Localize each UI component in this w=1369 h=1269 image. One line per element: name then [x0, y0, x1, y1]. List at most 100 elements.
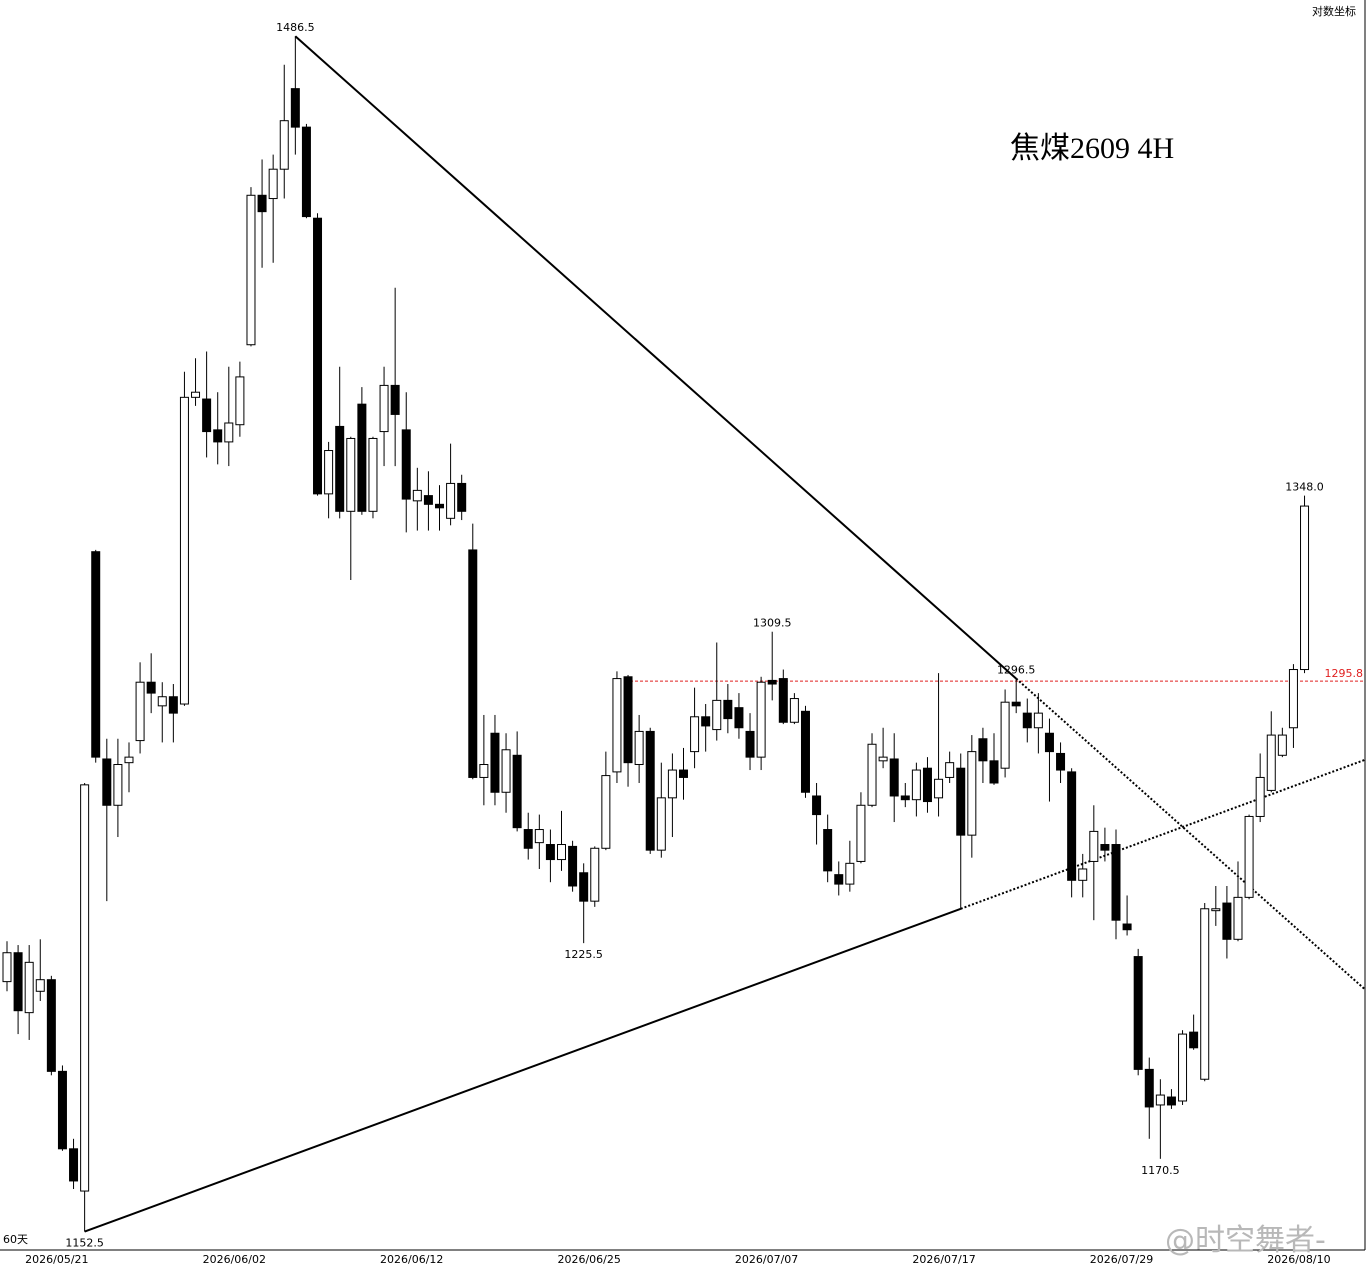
candle-body — [1044, 732, 1054, 753]
x-tick-label: 2026/08/10 — [1267, 1253, 1330, 1266]
extreme-label: 1170.5 — [1141, 1164, 1180, 1177]
candle-body — [1033, 712, 1043, 729]
candle-body — [346, 437, 356, 512]
candle-body — [1089, 830, 1099, 862]
candle-body — [24, 961, 34, 1014]
extreme-label: 1348.0 — [1285, 481, 1324, 494]
candle-body — [934, 778, 944, 799]
chart-title: 焦煤2609 4H — [1010, 132, 1174, 165]
candle-body — [590, 847, 600, 902]
candle-body — [501, 749, 511, 793]
candle-body — [135, 681, 145, 742]
candle-body — [224, 422, 234, 443]
candle-body — [301, 126, 311, 218]
candle-body — [1111, 844, 1121, 921]
x-tick-label: 2026/07/29 — [1090, 1253, 1153, 1266]
candle-body — [823, 829, 833, 872]
candle-body — [1266, 734, 1276, 791]
candle-body — [1056, 752, 1066, 771]
candle-body — [1255, 776, 1265, 817]
candle-body — [889, 758, 899, 797]
candle-body — [512, 754, 522, 829]
candle-body — [878, 756, 888, 762]
candle-body — [1300, 505, 1310, 671]
candle-body — [191, 391, 201, 398]
candle-body — [767, 679, 777, 685]
candle-body — [246, 194, 256, 346]
candle-body — [335, 425, 345, 512]
candle-body — [634, 730, 644, 766]
candle-body — [867, 743, 877, 806]
candle-body — [157, 696, 167, 707]
candle-body — [656, 797, 666, 851]
candle-body — [2, 952, 12, 983]
candle-body — [678, 769, 688, 778]
candle-body — [690, 716, 700, 753]
candle-body — [80, 784, 90, 1192]
candle-body — [523, 829, 533, 849]
candle-body — [712, 699, 722, 731]
candle-body — [1277, 734, 1287, 756]
candle-body — [379, 384, 389, 433]
candle-body — [1155, 1094, 1165, 1106]
candle-body — [1122, 923, 1132, 931]
candle-body — [911, 769, 921, 801]
candle-body — [69, 1148, 79, 1182]
candle-body — [257, 194, 267, 213]
candle-body — [1067, 771, 1077, 881]
candle-body — [612, 678, 622, 773]
candle-body — [623, 676, 633, 764]
candle-body — [557, 844, 566, 861]
candle-body — [1144, 1068, 1154, 1108]
candle-body — [922, 767, 932, 803]
candle-body — [313, 217, 323, 495]
candle-body — [1078, 868, 1088, 881]
candle-body — [124, 756, 134, 764]
candle-body — [967, 751, 977, 836]
candle-body — [435, 503, 445, 509]
candle-body — [701, 716, 711, 727]
candle-body — [390, 384, 400, 415]
candle-body — [113, 764, 123, 806]
candle-body — [568, 845, 578, 887]
candle-body — [213, 429, 223, 443]
candle-body — [357, 403, 367, 512]
candle-body — [1011, 701, 1021, 707]
candle-body — [479, 764, 489, 778]
candle-body — [423, 495, 433, 505]
candle-body — [1100, 844, 1110, 851]
reference-label: 1295.8 — [1325, 667, 1364, 680]
candle-body — [490, 732, 500, 793]
candle-body — [1022, 712, 1032, 729]
candle-body — [978, 738, 988, 762]
trend-line — [294, 35, 1017, 680]
candle-body — [1133, 956, 1143, 1070]
candle-body — [834, 874, 844, 885]
candle-body — [534, 829, 544, 844]
candle-body — [13, 952, 23, 1012]
x-tick-label: 2026/06/25 — [557, 1253, 620, 1266]
candle-body — [989, 760, 999, 784]
x-tick-label: 2026/06/02 — [203, 1253, 266, 1266]
candle-body — [1211, 908, 1221, 912]
extreme-label: 1486.5 — [276, 21, 315, 34]
candle-body — [745, 730, 755, 758]
watermark: @时空舞者- — [1165, 1223, 1326, 1258]
trend-line — [84, 907, 962, 1233]
candle-body — [91, 551, 101, 758]
candle-body — [756, 681, 766, 758]
extreme-label: 1309.5 — [753, 617, 792, 630]
candle-body — [1200, 908, 1210, 1080]
candle-body — [1222, 902, 1232, 940]
candle-body — [1189, 1031, 1199, 1049]
candle-body — [179, 396, 189, 705]
candle-body — [900, 795, 910, 801]
candle-body — [290, 88, 300, 128]
candle-body — [35, 979, 45, 992]
candle-body — [102, 758, 112, 806]
candle-body — [667, 769, 677, 799]
candle-body — [778, 678, 788, 723]
candle-body — [723, 699, 733, 720]
